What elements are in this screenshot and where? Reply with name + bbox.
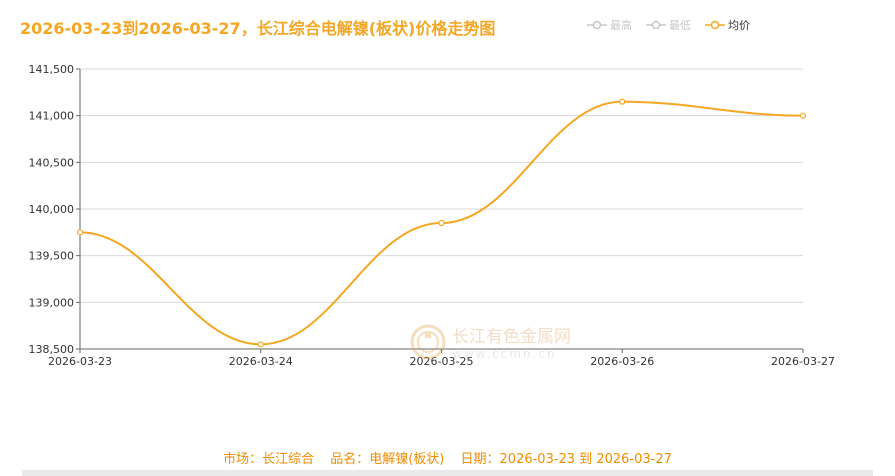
watermark-cn: 长江有色金属网 bbox=[452, 327, 571, 347]
x-tick-label: 2026-03-25 bbox=[410, 355, 474, 368]
footer-product: 品名：电解镍(板状) bbox=[330, 452, 445, 467]
data-point bbox=[438, 219, 445, 227]
data-point bbox=[799, 112, 807, 119]
footer-date: 日期：2026-03-23 到 2026-03-27 bbox=[460, 452, 672, 467]
chart-title: 2026-03-23到2026-03-27，长江综合电解镍(板状)价格走势图 bbox=[20, 19, 496, 38]
legend-label-high: 最高 bbox=[610, 19, 632, 32]
line-chart: 138,500 139,000 139,500 140,000 140,500 141,0… bbox=[29, 63, 835, 368]
x-tick-label: 2026-03-26 bbox=[590, 355, 654, 368]
data-point bbox=[257, 341, 264, 348]
data-point bbox=[619, 98, 626, 105]
legend-item-high[interactable]: 最高 bbox=[587, 17, 632, 33]
ccmn-logo-icon bbox=[410, 324, 446, 359]
data-point bbox=[76, 229, 84, 236]
series-line-avg bbox=[79, 100, 804, 346]
scroll-bar bbox=[22, 470, 873, 476]
legend-item-low[interactable]: 最低 bbox=[646, 17, 691, 33]
y-tick-label: 140,000 bbox=[29, 203, 75, 216]
watermark-en: www.ccmn.cn bbox=[452, 347, 557, 361]
x-tick-label: 2026-03-24 bbox=[229, 355, 293, 368]
legend-label-avg: 均价 bbox=[728, 19, 750, 32]
chart-legend: 最高 最低 均价 bbox=[587, 17, 750, 33]
line-circle-icon bbox=[646, 20, 666, 30]
y-tick-label: 138,500 bbox=[29, 343, 75, 356]
y-tick-label: 141,000 bbox=[29, 110, 75, 123]
y-tick-label: 139,500 bbox=[29, 250, 75, 263]
footer-market: 市场：长江综合 bbox=[223, 452, 315, 467]
x-tick-label: 2026-03-23 bbox=[48, 355, 112, 368]
legend-item-avg[interactable]: 均价 bbox=[705, 17, 750, 33]
y-tick-label: 141,500 bbox=[29, 63, 75, 76]
legend-label-low: 最低 bbox=[669, 19, 691, 32]
y-tick-label: 140,500 bbox=[29, 156, 75, 169]
x-tick-label: 2026-03-27 bbox=[771, 355, 835, 368]
chart-footer: 市场：长江综合 品名：电解镍(板状) 日期：2026-03-23 到 2026-… bbox=[0, 448, 895, 467]
y-tick-label: 139,000 bbox=[29, 296, 75, 309]
line-circle-icon bbox=[587, 20, 607, 30]
line-circle-icon bbox=[705, 20, 725, 30]
watermark: 长江有色金属网 www.ccmn.cn bbox=[410, 322, 571, 361]
